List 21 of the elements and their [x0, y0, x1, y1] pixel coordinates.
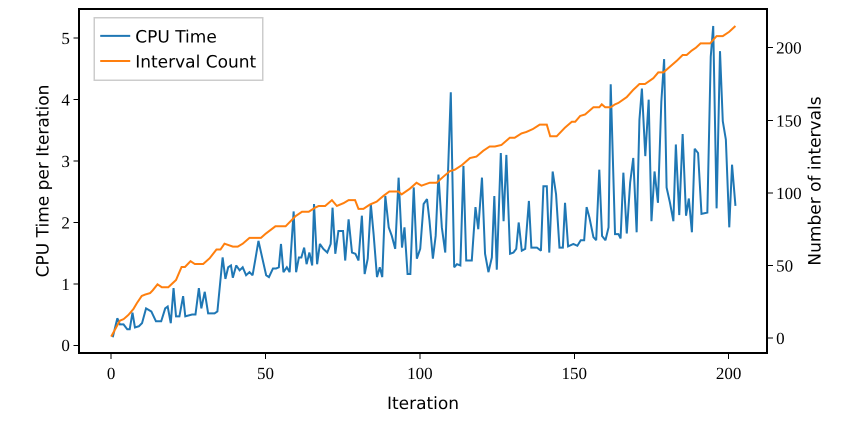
y-axis-title: CPU Time per Iteration: [33, 84, 54, 278]
y2-axis-title: Number of intervals: [806, 96, 826, 266]
y-tick-label: 1: [61, 274, 70, 294]
y2-tick-label: 0: [776, 329, 785, 348]
x-tick-label: 100: [407, 364, 433, 384]
y-tick-label: 5: [61, 29, 70, 48]
y2-tick-label: 200: [776, 38, 802, 58]
legend-label: CPU Time: [135, 28, 217, 48]
x-tick-label: 0: [106, 364, 116, 384]
y2-tick-label: 150: [776, 111, 802, 130]
legend-label: Interval Count: [135, 52, 257, 73]
x-tick-label: 150: [562, 364, 588, 384]
x-tick-label: 50: [257, 364, 274, 384]
y2-tick-label: 100: [776, 184, 802, 203]
y-tick-label: 2: [61, 213, 70, 232]
x-axis-title: Iteration: [386, 394, 460, 414]
y-tick-label: 0: [61, 336, 70, 356]
y2-tick-label: 50: [776, 256, 794, 276]
y-tick-label: 3: [61, 152, 70, 171]
x-tick-label: 200: [716, 364, 742, 384]
y-tick-label: 4: [61, 90, 70, 110]
